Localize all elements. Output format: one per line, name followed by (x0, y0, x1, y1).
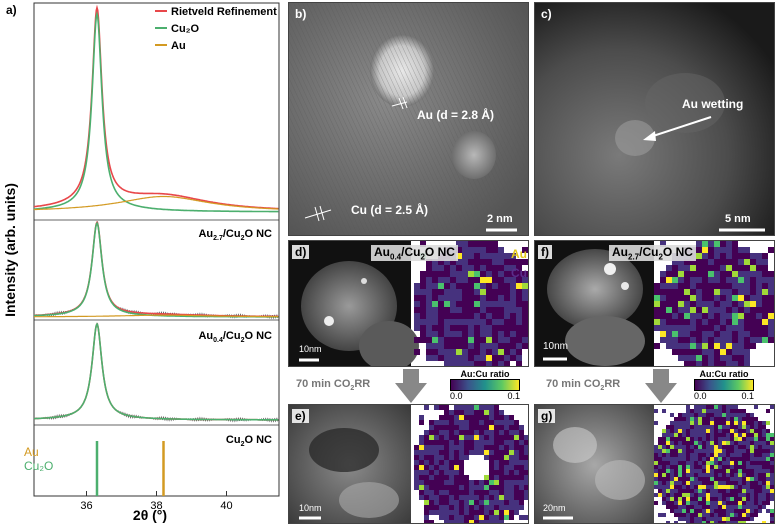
co2rr-label-right: 70 min CO2RR (546, 378, 621, 393)
colorbar-left: Au:Cu ratio 0.0 0.1 (450, 369, 520, 403)
x-axis-label: 2θ (°) (133, 507, 167, 523)
scale-text-c: 5 nm (725, 213, 751, 225)
au-wetting-text: Au wetting (682, 97, 744, 111)
x-tick-label: 38 (150, 500, 162, 512)
colorbar-gradient (450, 379, 520, 391)
rietveld-fit-au27 (34, 4, 279, 210)
colorbar-right: Au:Cu ratio 0.0 0.1 (694, 369, 754, 403)
colorbar-title: Au:Cu ratio (460, 369, 510, 379)
eds-map-f (654, 241, 774, 366)
down-arrow-left (395, 369, 427, 403)
scale-text-g: 20nm (543, 503, 566, 513)
plot-frame (33, 2, 280, 497)
legend-entry-cu2o: Cu₂O (171, 23, 200, 35)
au-lattice-annotation: Au (d = 2.8 Å) (417, 108, 495, 122)
panel-d: d) Au0.4/Cu2O NC Au Cu 10nm (288, 240, 529, 367)
colorbar-max: 0.1 (507, 391, 520, 401)
panel-label-c: c) (541, 7, 552, 21)
panel-label-d: d) (292, 245, 310, 259)
scale-text-f: 10nm (543, 341, 569, 352)
au-component-au27 (33, 195, 279, 211)
ref-label-au: Au (24, 445, 39, 459)
cu2o-component-au27 (33, 10, 279, 213)
scale-text-b: 2 nm (487, 213, 513, 225)
haadf-image (535, 3, 774, 235)
colorbar-title: Au:Cu ratio (699, 369, 749, 379)
co2rr-label-left: 70 min CO2RR (296, 378, 371, 393)
panel-b-hrtem: b) Au (d = 2.8 Å) Cu (d = 2.5 Å) 2 nm (288, 2, 529, 236)
panel-f: f) Au2.7/Cu2O NC 10nm (534, 240, 775, 367)
eds-map-e (414, 405, 528, 523)
au-particle-small (452, 131, 496, 179)
y-axis-label: Intensity (arb. units) (2, 183, 18, 317)
scale-text-e: 10nm (299, 503, 322, 513)
xrd-chart: 36 38 40 a) Intensity (arb. units) 2θ (°) … (2, 2, 280, 523)
stack-label-au27: Au2.7/Cu2O NC (198, 228, 272, 242)
down-arrow-right (645, 369, 677, 403)
panel-g-images (535, 405, 774, 523)
stack-label-au04: Au0.4/Cu2O NC (198, 330, 272, 344)
panel-c-haadf: c) Au wetting 5 nm (534, 2, 775, 236)
map-legend-au: Au (511, 247, 527, 261)
legend: Rietveld Refinement Cu₂O Au (155, 6, 277, 52)
x-tick-label: 40 (220, 500, 232, 512)
au-component-au04 (34, 314, 279, 318)
panel-label-f: f) (538, 245, 552, 259)
panel-label-e: e) (292, 409, 309, 423)
eds-map-d (414, 241, 528, 366)
map-legend-cu: Cu (511, 266, 527, 280)
legend-entry-rietveld: Rietveld Refinement (171, 6, 277, 18)
hrtem-image (289, 3, 528, 235)
panel-f-title: Au2.7/Cu2O NC (609, 245, 696, 262)
cu-lattice-annotation: Cu (d = 2.5 Å) (351, 203, 429, 217)
panel-f-images (535, 241, 774, 366)
panel-e: e) 10nm (288, 404, 529, 524)
panel-e-images (289, 405, 528, 523)
panel-d-images (289, 241, 528, 366)
panel-label-a: a) (6, 3, 17, 17)
data-trace-au27 (34, 6, 279, 209)
panel-g: g) 20nm (534, 404, 775, 524)
colorbar-max: 0.1 (741, 391, 754, 401)
panel-d-title: Au0.4/Cu2O NC (371, 245, 458, 262)
panel-label-g: g) (538, 409, 556, 423)
panel-label-b: b) (295, 7, 307, 21)
colorbar-gradient (694, 379, 754, 391)
eds-map-g (654, 405, 774, 523)
scale-text-d: 10nm (299, 344, 322, 354)
colorbar-min: 0.0 (450, 391, 463, 401)
legend-entry-au: Au (171, 40, 186, 52)
ref-label-cu2o: Cu₂O (24, 459, 53, 473)
stack-label-cu2o: Cu2O NC (226, 434, 272, 448)
x-tick-label: 36 (80, 500, 92, 512)
colorbar-min: 0.0 (694, 391, 707, 401)
cu2o-component-cu2o (34, 322, 279, 421)
au-wetting-arrow (649, 116, 712, 138)
